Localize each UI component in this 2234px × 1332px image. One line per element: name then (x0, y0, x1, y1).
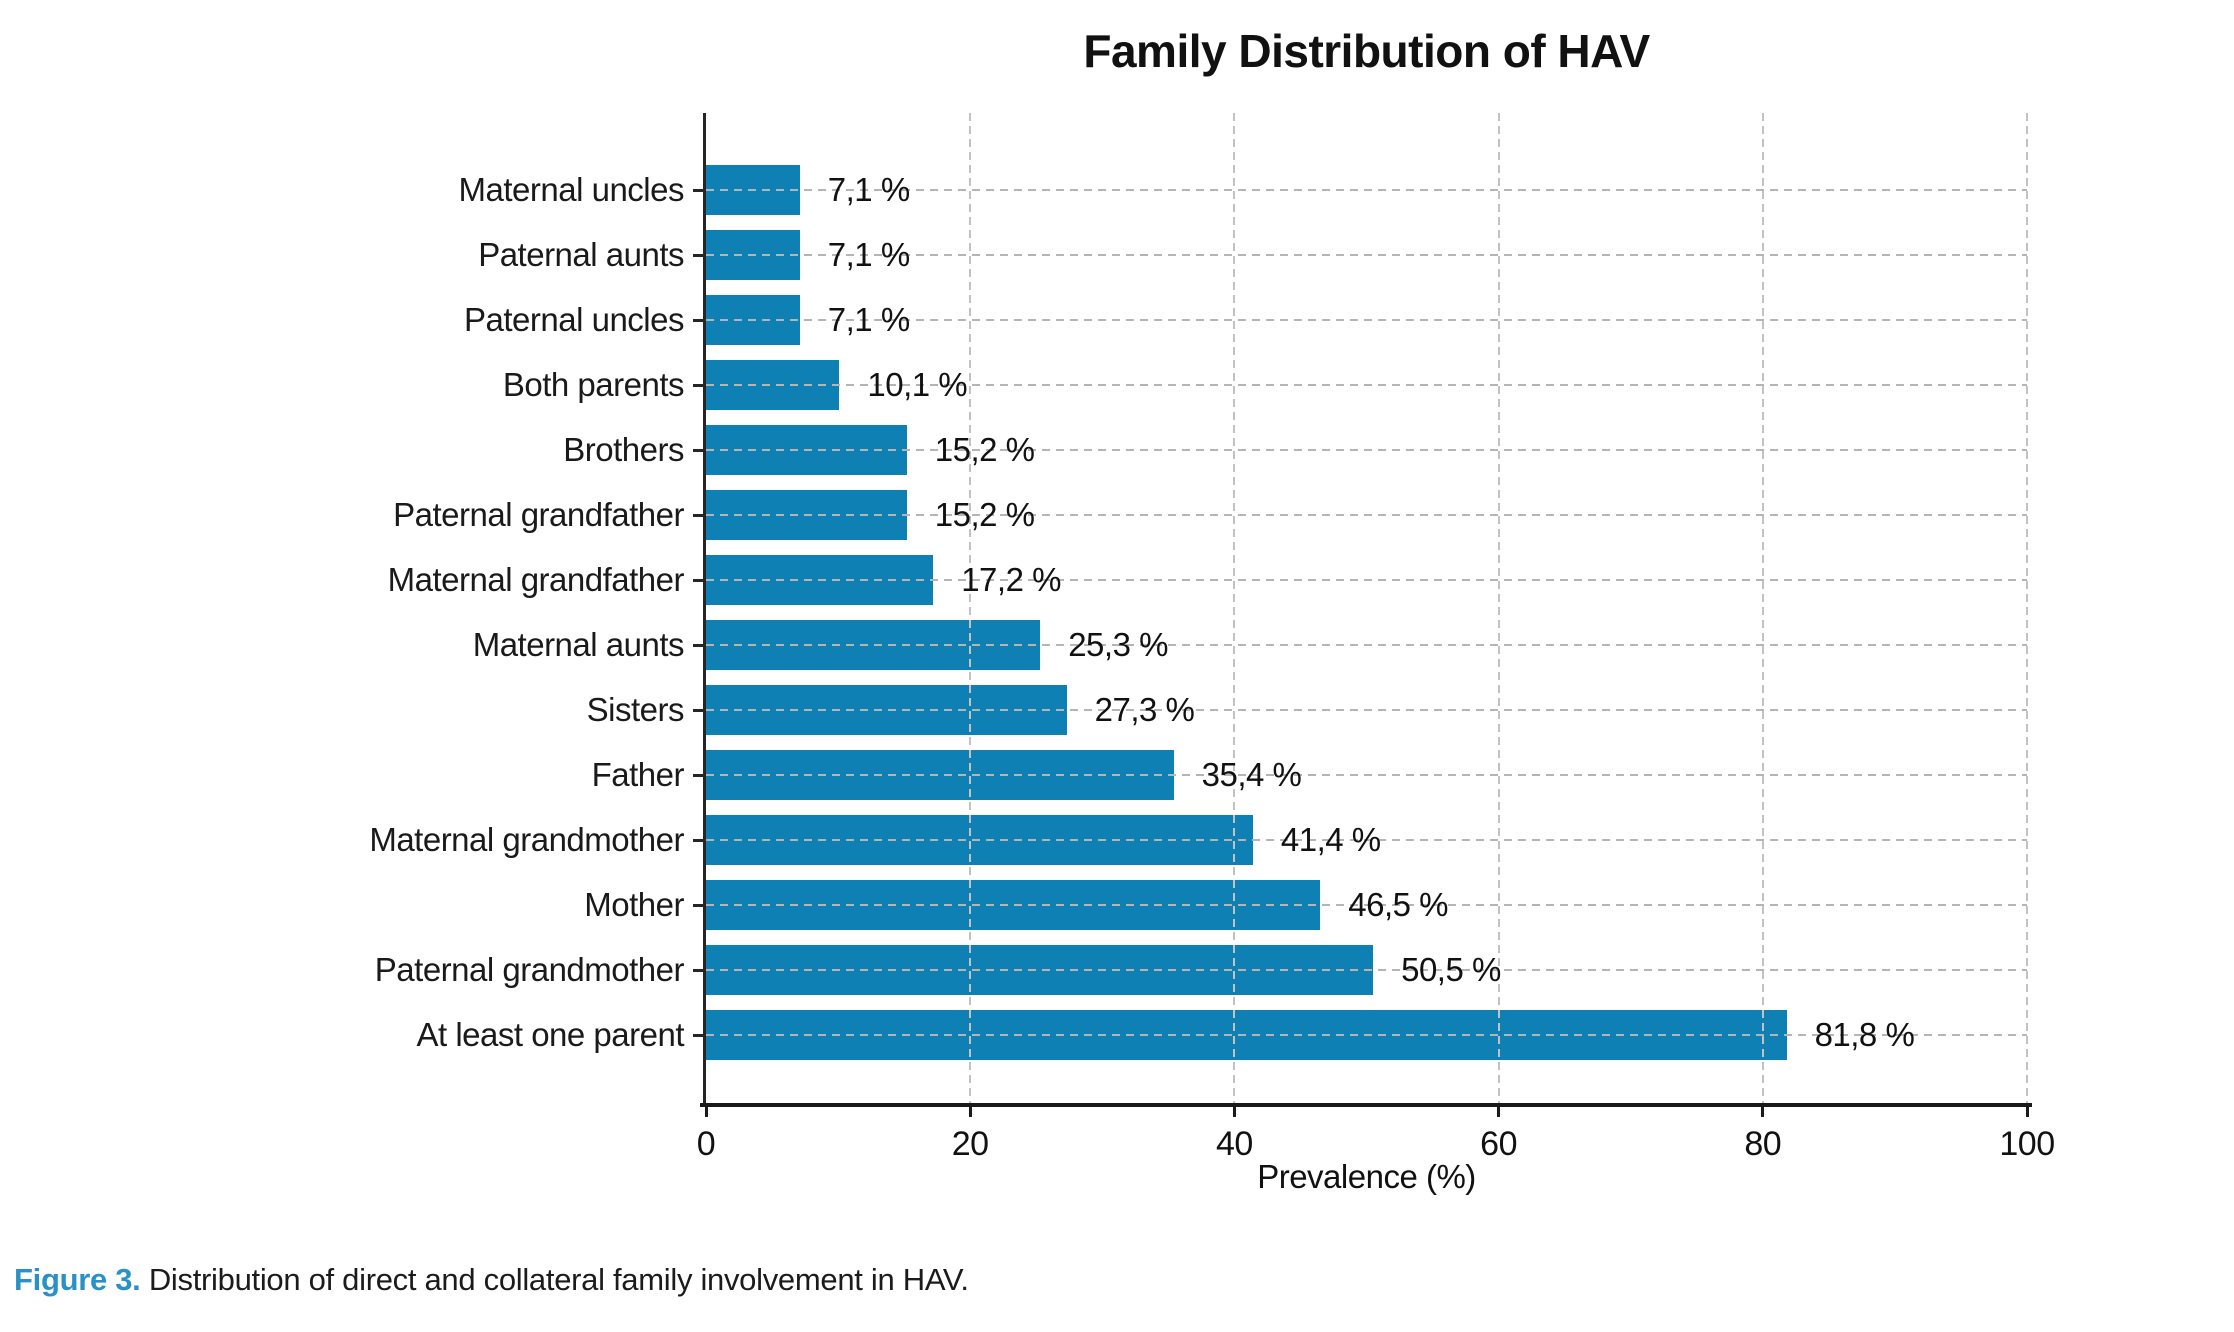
category-label: At least one parent (416, 1016, 684, 1053)
y-gridline (706, 1034, 2027, 1036)
value-label: 81,8 % (1814, 1016, 1915, 1053)
caption-label: Figure 3. (14, 1262, 141, 1297)
y-axis-tick (693, 838, 706, 842)
x-tick-label: 40 (1215, 1125, 1253, 1163)
x-gridline (969, 113, 972, 1103)
category-label: Maternal aunts (472, 626, 685, 663)
category-label: Paternal grandfather (393, 496, 684, 533)
category-label: Both parents (502, 366, 685, 403)
caption-text: Distribution of direct and collateral fa… (148, 1262, 969, 1297)
y-gridline (706, 319, 2027, 321)
category-label: Mother (584, 886, 684, 923)
category-label: Sisters (586, 691, 685, 728)
y-gridline (706, 384, 2027, 386)
x-axis-tick (1232, 1107, 1236, 1117)
x-tick-label: 100 (1999, 1125, 2055, 1163)
category-label: Maternal grandmother (369, 821, 684, 858)
y-axis-tick (693, 578, 706, 582)
value-label: 35,4 % (1201, 756, 1302, 793)
category-label: Paternal uncles (464, 301, 684, 338)
value-label: 27,3 % (1094, 691, 1195, 728)
value-label: 15,2 % (934, 431, 1035, 468)
category-label: Paternal aunts (478, 236, 684, 273)
figure-caption: Figure 3. Distribution of direct and col… (14, 1262, 2114, 1298)
x-gridline (1497, 113, 1500, 1103)
value-label: 25,3 % (1068, 626, 1168, 663)
plot-area: 0 20 40 60 80 100 Maternal uncles 7,1 % Paternal… (369, 113, 2055, 1163)
y-axis-tick (693, 513, 706, 517)
y-axis-tick (693, 1033, 706, 1037)
x-axis-title: Prevalence (%) (1257, 1158, 1476, 1195)
x-axis-tick (1761, 1107, 1765, 1117)
x-axis-tick (704, 1107, 708, 1117)
y-axis-tick (693, 188, 706, 192)
y-axis-tick (693, 383, 706, 387)
value-label: 17,2 % (961, 561, 1061, 598)
value-label: 50,5 % (1401, 951, 1501, 988)
x-tick-label: 0 (696, 1125, 716, 1163)
x-axis-tick (968, 1107, 972, 1117)
x-tick-label: 60 (1480, 1125, 1517, 1163)
y-axis-tick (693, 708, 706, 712)
value-label: 46,5 % (1348, 886, 1448, 923)
category-label: Maternal uncles (458, 171, 685, 208)
y-gridline (706, 969, 2027, 971)
y-axis-tick (693, 643, 706, 647)
value-label: 10,1 % (867, 366, 968, 403)
value-label: 7,1 % (827, 236, 910, 273)
y-axis-tick (693, 448, 706, 452)
x-gridline (2026, 113, 2028, 1103)
chart-title: Family Distribution of HAV (1083, 25, 1650, 77)
value-label: 15,2 % (934, 496, 1035, 533)
y-gridline (706, 644, 2027, 646)
x-axis-tick (1497, 1107, 1501, 1117)
y-gridline (706, 579, 2027, 581)
y-axis-tick (693, 253, 706, 257)
x-gridline (1233, 113, 1236, 1103)
y-axis-line (703, 113, 706, 1105)
y-axis-tick (693, 773, 706, 777)
y-gridline (706, 839, 2027, 841)
y-gridline (706, 254, 2027, 256)
category-label: Maternal grandfather (387, 561, 685, 598)
y-axis-tick (693, 903, 706, 907)
y-gridline (706, 449, 2027, 451)
x-axis-line (700, 1103, 2032, 1107)
y-gridline (706, 189, 2027, 191)
y-gridline (706, 774, 2027, 776)
y-axis-tick (693, 318, 706, 322)
value-label: 7,1 % (827, 171, 910, 208)
category-label: Paternal grandmother (374, 951, 685, 988)
category-label: Father (591, 756, 685, 793)
x-tick-label: 20 (951, 1125, 989, 1163)
y-gridline (706, 514, 2027, 516)
y-gridline (706, 904, 2027, 906)
x-tick-label: 80 (1744, 1125, 1782, 1163)
category-label: Brothers (563, 431, 684, 468)
value-label: 41,4 % (1280, 821, 1381, 858)
y-axis-tick (693, 968, 706, 972)
x-axis-tick (2025, 1107, 2029, 1117)
value-label: 7,1 % (827, 301, 910, 338)
y-gridline (706, 709, 2027, 711)
x-gridline (1761, 113, 1764, 1103)
